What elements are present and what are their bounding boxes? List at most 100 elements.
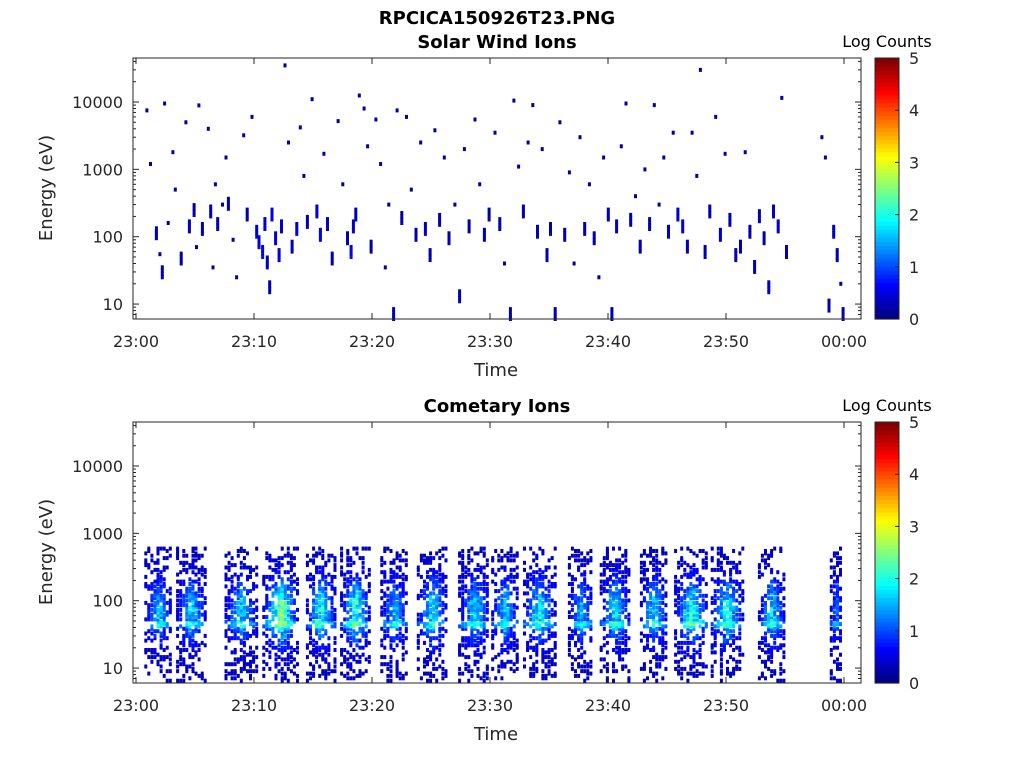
heatmap-cell (827, 298, 831, 303)
heatmap-cell (683, 605, 687, 610)
heatmap-cell (719, 662, 723, 667)
heatmap-cell (686, 607, 690, 612)
heatmap-cell (444, 603, 448, 608)
heatmap-cell (692, 636, 696, 641)
heatmap-cell (239, 598, 243, 603)
heatmap-cell (638, 239, 642, 244)
heatmap-cell (286, 619, 290, 624)
heatmap-cell (401, 593, 405, 598)
heatmap-cell (467, 572, 471, 577)
heatmap-cell (358, 591, 362, 596)
heatmap-cell (352, 631, 356, 636)
heatmap-cell (312, 648, 316, 652)
heatmap-cell (683, 603, 687, 608)
heatmap-cell (553, 640, 557, 645)
heatmap-cell (532, 558, 536, 563)
heatmap-cell (710, 645, 714, 650)
heatmap-cell (458, 650, 462, 655)
heatmap-cell (182, 626, 186, 631)
heatmap-cell (658, 605, 662, 610)
heatmap-cell (271, 629, 275, 634)
heatmap-cell (470, 626, 474, 631)
heatmap-cell (349, 622, 353, 627)
heatmap-cell (324, 607, 328, 612)
heatmap-cell (239, 669, 243, 674)
heatmap-cell (159, 633, 163, 638)
heatmap-cell (485, 589, 489, 594)
heatmap-cell (200, 640, 204, 645)
heatmap-cell (485, 666, 489, 671)
heatmap-cell (618, 610, 622, 615)
heatmap-cell (658, 657, 662, 662)
heatmap-cell (612, 648, 615, 652)
heatmap-cell (312, 612, 316, 617)
heatmap-cell (649, 596, 653, 601)
heatmap-cell (312, 671, 316, 676)
heatmap-cell (144, 582, 148, 586)
heatmap-cell (255, 234, 259, 239)
x-tick-label: 23:40 (585, 332, 631, 351)
heatmap-cell (271, 626, 275, 631)
heatmap-cell (224, 629, 228, 634)
heatmap-cell (236, 582, 240, 586)
heatmap-cell (547, 664, 551, 669)
heatmap-cell (277, 617, 281, 622)
heatmap-cell (692, 551, 696, 556)
heatmap-cell (340, 546, 344, 551)
heatmap-cell (286, 586, 290, 591)
heatmap-cell (535, 624, 539, 629)
colorbar-swatch (875, 225, 899, 230)
heatmap-cell (621, 619, 625, 624)
heatmap-cell (324, 574, 328, 579)
heatmap-cell (280, 600, 284, 605)
heatmap-cell (227, 591, 231, 596)
heatmap-cell (646, 676, 649, 681)
colorbar-swatch (875, 192, 899, 198)
heatmap-cell (570, 577, 574, 582)
heatmap-cell (289, 659, 293, 664)
heatmap-cell (464, 622, 468, 627)
heatmap-cell (268, 638, 272, 643)
heatmap-cell (191, 565, 195, 570)
heatmap-cell (627, 636, 631, 641)
heatmap-cell (389, 673, 393, 678)
heatmap-cell (409, 187, 413, 192)
heatmap-cell (627, 570, 631, 575)
heatmap-cell (242, 610, 246, 615)
heatmap-cell (829, 652, 833, 657)
heatmap-cell (392, 617, 396, 622)
heatmap-cell (401, 605, 405, 610)
heatmap-cell (574, 617, 577, 622)
heatmap-cell (346, 563, 350, 568)
heatmap-cell (655, 553, 659, 558)
colorbar-label: Log Counts (842, 396, 932, 415)
heatmap-cell (580, 617, 584, 622)
heatmap-cell (197, 103, 201, 108)
heatmap-cell (380, 556, 384, 561)
heatmap-cell (757, 570, 761, 575)
heatmap-cell (649, 626, 653, 631)
heatmap-cell (685, 243, 689, 247)
heatmap-cell (367, 582, 371, 586)
heatmap-cell (655, 596, 659, 601)
heatmap-cell (367, 610, 371, 615)
heatmap-cell (242, 626, 246, 631)
heatmap-cell (252, 607, 256, 612)
heatmap-cell (309, 572, 312, 577)
heatmap-cell (401, 549, 405, 553)
heatmap-cell (529, 598, 533, 603)
heatmap-cell (624, 640, 628, 645)
heatmap-cell (497, 589, 501, 594)
heatmap-cell (550, 633, 554, 638)
heatmap-cell (318, 586, 322, 591)
heatmap-cell (386, 673, 390, 678)
heatmap-cell (723, 151, 727, 156)
heatmap-cell (589, 570, 593, 575)
heatmap-cell (268, 666, 272, 671)
heatmap-cell (618, 605, 622, 610)
heatmap-cell (602, 570, 606, 575)
heatmap-cell (438, 652, 442, 657)
heatmap-cell (295, 225, 299, 230)
heatmap-cell (710, 596, 714, 601)
heatmap-cell (179, 570, 183, 575)
